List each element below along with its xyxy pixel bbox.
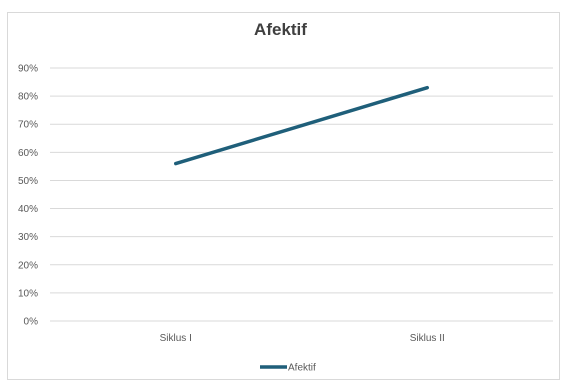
- y-tick-label: 80%: [18, 92, 38, 103]
- y-tick-label: 20%: [18, 260, 38, 271]
- y-axis-labels: 0% 10% 20% 30% 40% 50% 60% 70% 80% 90%: [18, 64, 38, 328]
- data-point: [175, 163, 177, 165]
- legend-label: Afektif: [288, 363, 316, 374]
- y-tick-label: 0%: [24, 317, 39, 328]
- gridlines: [50, 67, 553, 322]
- y-tick-label: 10%: [18, 288, 38, 299]
- x-tick-label: Siklus I: [160, 333, 192, 344]
- series-lines: [174, 85, 429, 166]
- data-point: [426, 87, 428, 89]
- y-tick-label: 50%: [18, 176, 38, 187]
- series-line: [174, 85, 429, 166]
- chart-title: Afektif: [254, 20, 307, 39]
- y-tick-label: 30%: [18, 232, 38, 243]
- y-tick-label: 60%: [18, 148, 38, 159]
- x-tick-label: Siklus II: [410, 333, 445, 344]
- y-tick-label: 70%: [18, 120, 38, 131]
- chart-area: [7, 12, 560, 380]
- y-tick-label: 90%: [18, 64, 38, 75]
- legend: Afektif: [260, 363, 316, 374]
- y-tick-label: 40%: [18, 204, 38, 215]
- x-axis-labels: Siklus I Siklus II: [160, 333, 445, 344]
